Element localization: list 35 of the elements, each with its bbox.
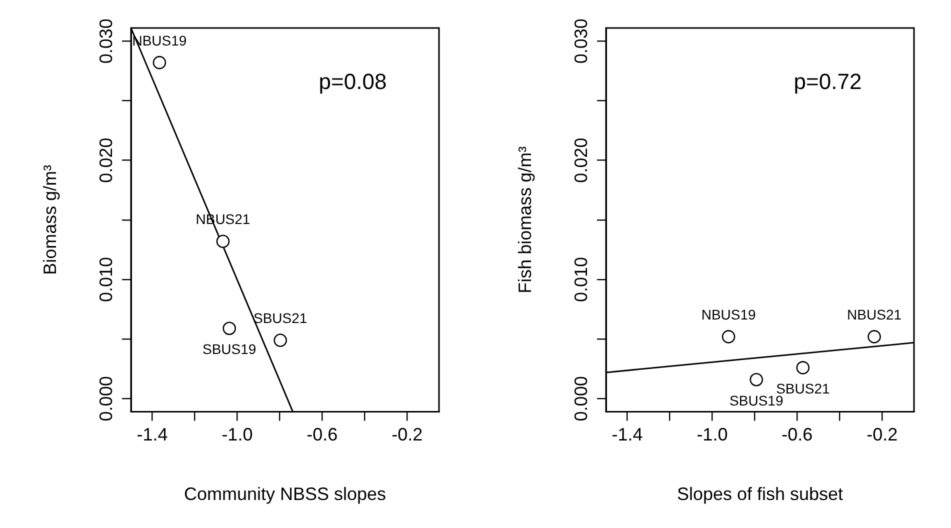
x-tick-label: -0.2 bbox=[392, 424, 423, 445]
annotation: SBUS19 bbox=[202, 341, 256, 358]
y-tick-label: 0.010 bbox=[570, 256, 591, 302]
x-tick-label: -1.0 bbox=[696, 424, 728, 445]
point bbox=[222, 322, 236, 336]
annotation: NBUS19 bbox=[701, 306, 756, 323]
y-tick-label: 0.030 bbox=[570, 18, 591, 64]
x-tick-label: -0.2 bbox=[866, 424, 898, 445]
annotation: NBUS21 bbox=[847, 306, 902, 323]
point bbox=[216, 234, 230, 248]
y-tick-label: 0.020 bbox=[96, 138, 116, 183]
annotation: p=0.72 bbox=[794, 69, 862, 94]
x-tick-label: -1.4 bbox=[612, 424, 643, 445]
point bbox=[868, 330, 881, 344]
x-tick-label: -1.0 bbox=[222, 424, 253, 445]
y-axis-title: Biomass g/m³ bbox=[40, 164, 60, 275]
x-tick-label: -1.4 bbox=[136, 424, 168, 445]
y-axis-title: Fish biomass g/m³ bbox=[514, 146, 535, 294]
x-axis-title: Slopes of fish subset bbox=[676, 484, 844, 504]
point bbox=[722, 330, 736, 344]
annotation: p=0.08 bbox=[318, 69, 387, 94]
y-tick-label: 0.020 bbox=[570, 138, 591, 183]
x-axis-title: Community NBSS slopes bbox=[184, 484, 386, 504]
x-tick-label: -0.6 bbox=[306, 424, 338, 445]
point bbox=[750, 372, 764, 386]
y-tick-label: 0.000 bbox=[96, 376, 116, 422]
y-tick-label: 0.000 bbox=[570, 376, 591, 422]
annotation: SBUS21 bbox=[253, 310, 308, 326]
annotation: SBUS21 bbox=[776, 380, 830, 397]
x-tick-label: -0.6 bbox=[782, 424, 813, 445]
y-tick-label: 0.010 bbox=[96, 256, 116, 302]
point bbox=[796, 361, 810, 374]
y-tick-label: 0.030 bbox=[96, 18, 116, 64]
point bbox=[274, 334, 287, 347]
point bbox=[152, 56, 166, 70]
